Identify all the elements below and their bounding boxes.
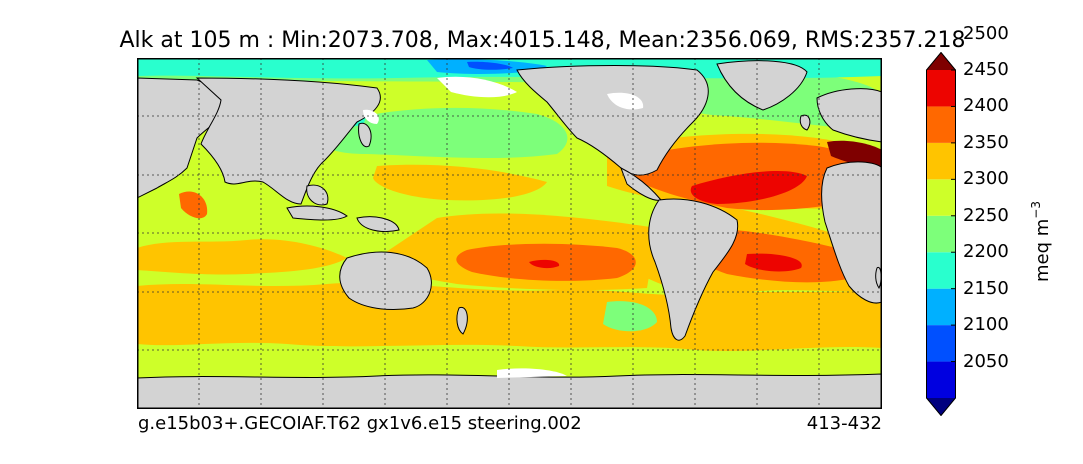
southeast-pacific-green [603, 301, 657, 332]
colorbar-tick-label: 2500 [963, 22, 1009, 44]
colorbar-tick-label: 2200 [963, 241, 1009, 263]
colorbar-segment [926, 252, 956, 289]
land-asia-east [195, 77, 381, 205]
map-frame [137, 58, 882, 409]
colorbar-segment [926, 215, 956, 253]
mediterranean-darkred [827, 140, 882, 167]
svg-text:meq m−3: meq m−3 [1029, 201, 1053, 282]
ice-okhotsk [363, 109, 379, 124]
colorbar-extend-max [926, 52, 956, 70]
arctic-blue-2 [467, 61, 513, 70]
colorbar-segment [926, 325, 956, 362]
north-pacific-green [316, 107, 568, 159]
land-indonesia [286, 205, 348, 221]
colorbar-tick-label: 2100 [963, 314, 1009, 336]
north-pacific-orange [373, 164, 547, 201]
global-alkalinity-map [137, 58, 882, 409]
ice-hudson [607, 92, 644, 110]
colorbar-segment [926, 179, 956, 216]
ice-ross [497, 368, 567, 378]
land-borneo [306, 184, 329, 206]
colorbar-tick-label: 2450 [963, 59, 1009, 80]
land-greenland [716, 60, 808, 111]
land-australia [339, 251, 432, 311]
colorbar-tick-label: 2150 [963, 277, 1009, 299]
colorbar-segment [926, 70, 956, 107]
years-label: 413-432 [806, 413, 882, 434]
land-uk [799, 114, 811, 131]
colorbar-tick-label: 2250 [963, 204, 1009, 226]
unit-text: meq m [1032, 219, 1053, 282]
colorbar-segment [926, 361, 956, 398]
unit-exponent: −3 [1029, 201, 1043, 219]
land-japan [358, 122, 372, 148]
colorbar [926, 52, 956, 416]
land-africa [821, 161, 882, 304]
colorbar-segment [926, 288, 956, 326]
land-new-zealand [456, 306, 468, 335]
ice-chukchi [437, 76, 517, 98]
land-madagascar [875, 266, 882, 289]
south-pacific-red [529, 259, 560, 269]
land-antarctica [137, 373, 882, 409]
sea-ice [363, 76, 644, 378]
colorbar-tick-label: 2350 [963, 131, 1009, 153]
land-new-guinea [356, 216, 400, 232]
land-europe [816, 88, 882, 143]
colorbar-tick-label: 2400 [963, 95, 1009, 117]
colorbar-unit-label: meq m−3 [1029, 201, 1053, 282]
southern-orange-band [137, 282, 882, 351]
land-south-america [648, 198, 739, 341]
graticule [137, 58, 882, 409]
colorbar-extend-min [926, 398, 956, 416]
land-north-america [516, 65, 709, 176]
case-name-label: g.e15b03+.GECOIAF.T62 gx1v6.e15 steering… [138, 413, 582, 434]
north-atlantic-red [690, 171, 807, 204]
colorbar-tick-label: 2300 [963, 168, 1009, 190]
colorbar-tick-label: 2050 [963, 350, 1009, 372]
south-atlantic-red [745, 253, 802, 272]
colorbar-segment [926, 142, 956, 180]
indian-orange [137, 239, 347, 275]
colorbar-segment [926, 106, 956, 143]
arabian-sea-redorange [179, 191, 208, 219]
map-title: Alk at 105 m : Min:2073.708, Max:4015.14… [119, 28, 966, 53]
